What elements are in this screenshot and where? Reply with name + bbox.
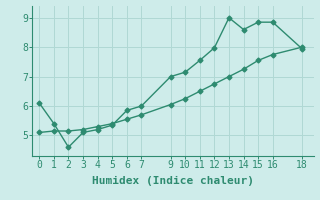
X-axis label: Humidex (Indice chaleur): Humidex (Indice chaleur) bbox=[92, 176, 254, 186]
